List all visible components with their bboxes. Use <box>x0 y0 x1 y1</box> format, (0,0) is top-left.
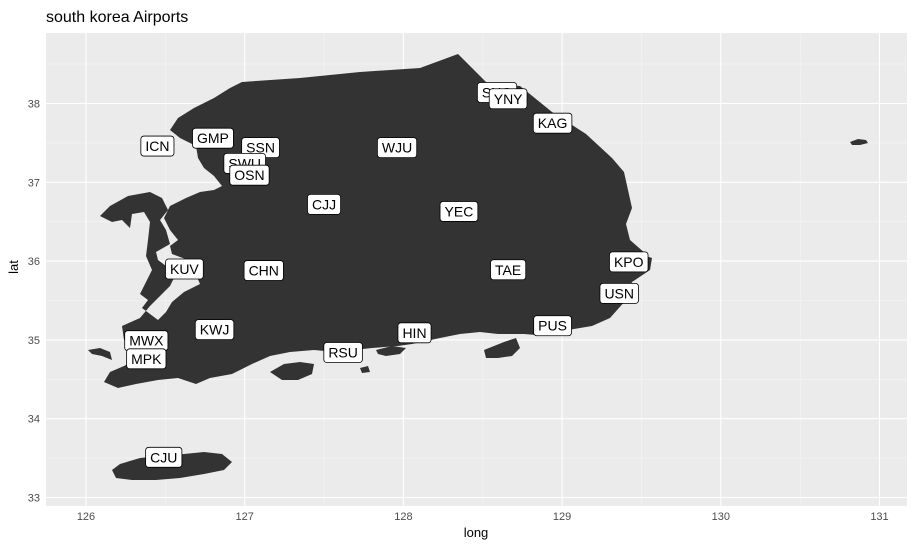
airport-label-box <box>397 322 432 344</box>
x-tick-label: 130 <box>712 511 730 523</box>
airport-code: ICN <box>145 138 169 154</box>
airport-label-box <box>243 260 284 281</box>
airport-code: KUV <box>170 261 199 277</box>
airport-code: YNY <box>494 91 523 107</box>
airport-label-ssn: SSN <box>241 137 280 159</box>
airport-code: USN <box>604 285 634 301</box>
southwest-island-a <box>88 348 112 360</box>
airport-label-box <box>165 258 204 280</box>
airport-label-box <box>140 135 175 157</box>
airport-label-box <box>145 446 183 468</box>
y-tick-label: 34 <box>28 414 40 426</box>
airport-label-box <box>192 127 234 149</box>
airport-code: CHN <box>249 263 279 279</box>
y-tick-label: 37 <box>28 177 40 189</box>
airport-code: KPO <box>614 254 644 270</box>
airport-label-box <box>194 319 235 341</box>
airport-code: CJU <box>150 449 177 465</box>
x-tick-label: 126 <box>77 511 95 523</box>
airport-label-cjj: CJJ <box>307 193 342 215</box>
y-tick-label: 38 <box>28 99 40 111</box>
y-tick-label: 36 <box>28 256 40 268</box>
airport-label-kwj: KWJ <box>194 319 235 341</box>
ulleung-island <box>850 139 868 145</box>
airport-label-mwx: MWX <box>124 330 169 352</box>
airport-label-hin: HIN <box>397 322 432 344</box>
x-tick-labels: 126 127 128 129 130 131 <box>77 511 889 523</box>
geoje-island <box>484 338 520 358</box>
x-tick-label: 129 <box>553 511 571 523</box>
yeosu-island <box>270 362 314 380</box>
x-tick-label: 131 <box>870 511 888 523</box>
airport-code: RSU <box>328 345 358 361</box>
airport-label-kuv: KUV <box>165 258 204 280</box>
airport-label-box <box>376 137 418 159</box>
airport-label-box <box>599 283 639 304</box>
airport-label-box <box>126 348 167 370</box>
airport-code: KWJ <box>200 322 230 338</box>
airport-label-box <box>532 112 573 134</box>
airport-label-rsu: RSU <box>323 342 363 363</box>
airport-code: SSN <box>246 140 275 156</box>
airport-label-kpo: KPO <box>609 251 649 273</box>
x-tick-label: 128 <box>394 511 412 523</box>
airport-label-osn: OSN <box>229 164 270 186</box>
airport-code: GMP <box>197 130 229 146</box>
airport-code: OSN <box>234 167 264 183</box>
y-tick-label: 35 <box>28 335 40 347</box>
airport-label-yec: YEC <box>439 201 479 222</box>
airport-label-box <box>609 251 649 273</box>
airport-code: KAG <box>538 115 568 131</box>
mainland <box>100 54 650 388</box>
airport-label-box <box>490 259 527 281</box>
airport-label-usn: USN <box>599 283 639 304</box>
airport-label-tae: TAE <box>490 259 527 281</box>
airport-label-box <box>439 201 479 222</box>
airport-label-pus: PUS <box>533 315 572 337</box>
land-masses <box>88 54 868 480</box>
y-tick-label: 33 <box>28 493 40 505</box>
y-tick-labels: 33 34 35 36 37 38 <box>28 99 40 505</box>
x-axis-title: long <box>464 525 489 540</box>
airport-label-yny: YNY <box>488 88 528 110</box>
airport-label-icn: ICN <box>140 135 175 157</box>
airport-label-wju: WJU <box>376 137 418 159</box>
airport-code: YEC <box>445 203 474 219</box>
small-islet <box>360 366 370 373</box>
x-tick-label: 127 <box>236 511 254 523</box>
airport-label-cju: CJU <box>145 446 183 468</box>
airport-label-kag: KAG <box>532 112 573 134</box>
y-axis-title: lat <box>6 260 21 274</box>
airport-code: HIN <box>402 325 426 341</box>
airport-labels: SHOYNYKAGGMPICNSSNWJUSWUOSNCJJYECKPOKUVT… <box>124 82 649 468</box>
airport-code: TAE <box>495 262 521 278</box>
airport-code: MPK <box>131 351 162 367</box>
airport-code: MWX <box>129 333 164 349</box>
airport-label-chn: CHN <box>243 260 284 281</box>
airport-code: PUS <box>538 318 567 334</box>
airport-label-box <box>229 164 270 186</box>
namhae-island <box>376 346 406 356</box>
chart-title: south korea Airports <box>46 9 188 26</box>
airport-code: CJJ <box>312 196 336 212</box>
airport-label-box <box>533 315 572 337</box>
airport-label-box <box>488 88 528 110</box>
airport-label-box <box>323 342 363 363</box>
airport-label-box <box>307 193 342 215</box>
airport-label-mpk: MPK <box>126 348 167 370</box>
yeongjong-island <box>196 146 240 186</box>
airport-code: WJU <box>382 140 412 156</box>
airport-label-gmp: GMP <box>192 127 234 149</box>
